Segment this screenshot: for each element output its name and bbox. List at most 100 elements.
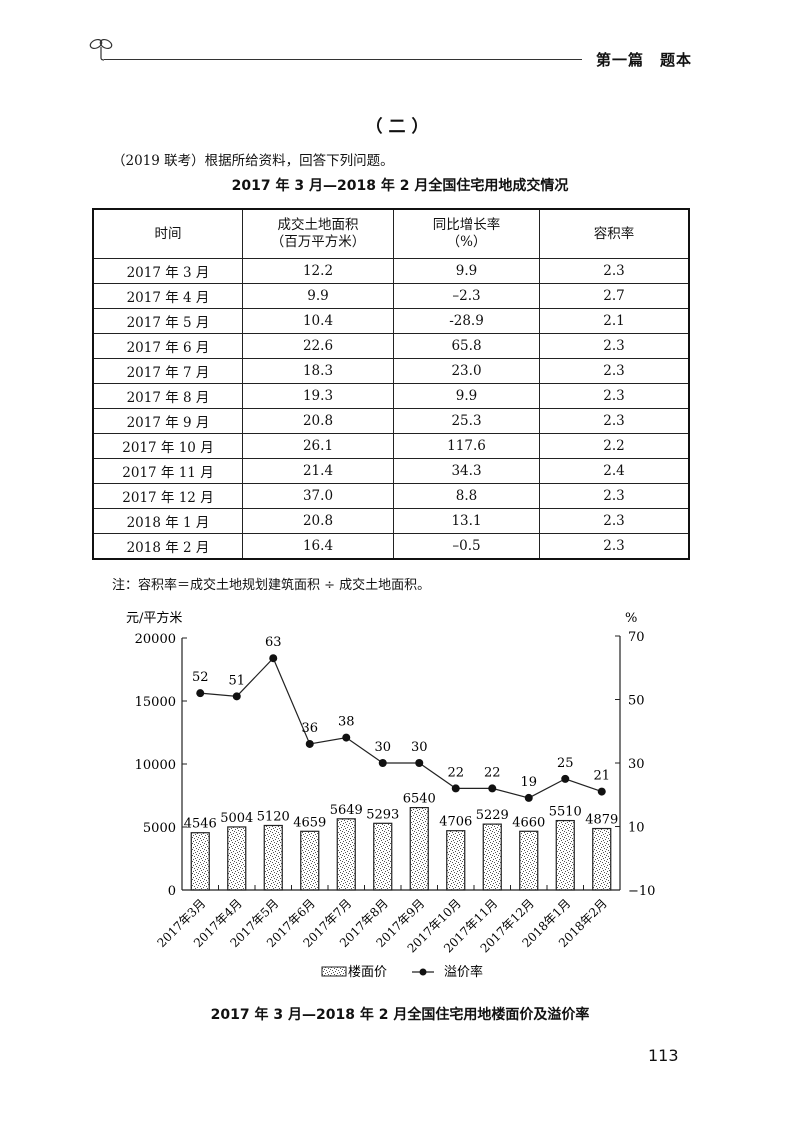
right-tick-label: 10: [628, 821, 645, 836]
bar-floor-price: [336, 818, 356, 891]
line-value-label: 36: [301, 721, 318, 736]
cell-growth: 23.0: [393, 358, 540, 384]
cell-growth: 9.9: [393, 383, 540, 409]
cell-time: 2017 年 4 月: [92, 283, 243, 309]
page-number: 113: [648, 1046, 679, 1065]
cell-plot-ratio: 2.3: [539, 408, 690, 434]
cell-growth: 34.3: [393, 458, 540, 484]
cell-time: 2017 年 5 月: [92, 308, 243, 334]
line-value-label: 25: [557, 756, 574, 771]
line-value-label: 22: [447, 765, 464, 780]
cell-area: 18.3: [242, 358, 394, 384]
line-point: [269, 654, 278, 663]
bar-floor-price: [227, 826, 247, 891]
table-note: 注：容积率＝成交土地规划建筑面积 ÷ 成交土地面积。: [112, 578, 431, 593]
header-rule: [104, 59, 582, 60]
cell-time: 2017 年 11 月: [92, 458, 243, 484]
line-value-label: 30: [374, 740, 391, 755]
col-header-plot-ratio: 容积率: [539, 208, 690, 259]
bar-value-label: 4660: [512, 815, 545, 830]
line-value-label: 51: [228, 673, 245, 688]
right-tick-label: 50: [628, 694, 645, 709]
bar-floor-price: [592, 827, 612, 891]
cell-time: 2017 年 12 月: [92, 483, 243, 509]
cell-growth: 9.9: [393, 258, 540, 284]
table-row: 2017 年 8 月 19.3 9.9 2.3: [92, 383, 690, 409]
table-row: 2017 年 3 月 12.2 9.9 2.3: [92, 258, 690, 284]
cell-plot-ratio: 2.3: [539, 258, 690, 284]
right-axis-label: %: [625, 611, 637, 626]
line-point: [488, 784, 497, 793]
line-value-label: 63: [265, 635, 282, 650]
table-row: 2017 年 5 月 10.4 -28.9 2.1: [92, 308, 690, 334]
cell-area: 10.4: [242, 308, 394, 334]
table-row: 2018 年 1 月 20.8 13.1 2.3: [92, 508, 690, 534]
bar-value-label: 4546: [184, 817, 217, 832]
sprout-icon: [86, 36, 116, 68]
col-header-time: 时间: [92, 208, 243, 259]
cell-growth: –2.3: [393, 283, 540, 309]
col-header-area: 成交土地面积 （百万平方米）: [242, 208, 394, 259]
cell-area: 20.8: [242, 408, 394, 434]
cell-plot-ratio: 2.4: [539, 458, 690, 484]
left-tick-label: 5000: [143, 821, 176, 836]
table-row: 2017 年 9 月 20.8 25.3 2.3: [92, 408, 690, 434]
cell-growth: 8.8: [393, 483, 540, 509]
bar-value-label: 6540: [403, 792, 436, 807]
line-value-label: 52: [192, 670, 209, 685]
cell-area: 37.0: [242, 483, 394, 509]
table-row: 2017 年 7 月 18.3 23.0 2.3: [92, 358, 690, 384]
cell-plot-ratio: 2.3: [539, 508, 690, 534]
cell-area: 19.3: [242, 383, 394, 409]
right-tick-label: 70: [628, 630, 645, 645]
land-transaction-table: 时间 成交土地面积 （百万平方米） 同比增长率 （%） 容积率 2017 年 3 月…: [92, 208, 690, 560]
cell-plot-ratio: 2.3: [539, 333, 690, 359]
table-header-row: 时间 成交土地面积 （百万平方米） 同比增长率 （%） 容积率: [92, 208, 690, 259]
cell-area: 9.9: [242, 283, 394, 309]
bar-value-label: 5510: [549, 805, 582, 820]
right-tick-label: −10: [628, 884, 655, 899]
left-axis-label: 元/平方米: [126, 610, 182, 626]
cell-time: 2017 年 9 月: [92, 408, 243, 434]
table-row: 2017 年 6 月 22.6 65.8 2.3: [92, 333, 690, 359]
cell-area: 22.6: [242, 333, 394, 359]
table-row: 2017 年 12 月 37.0 8.8 2.3: [92, 483, 690, 509]
cell-plot-ratio: 2.7: [539, 283, 690, 309]
cell-time: 2018 年 1 月: [92, 508, 243, 534]
bar-value-label: 5120: [257, 809, 290, 824]
bar-floor-price: [409, 806, 429, 891]
bar-value-label: 4659: [293, 815, 326, 830]
legend-bar-swatch: [321, 966, 347, 977]
cell-area: 12.2: [242, 258, 394, 284]
cell-area: 21.4: [242, 458, 394, 484]
line-point: [561, 774, 570, 783]
legend-line-marker: [419, 968, 427, 976]
cell-area: 20.8: [242, 508, 394, 534]
line-point: [597, 787, 606, 796]
line-point: [451, 784, 460, 793]
cell-plot-ratio: 2.3: [539, 533, 690, 560]
bar-value-label: 5004: [220, 811, 253, 826]
bar-floor-price: [555, 819, 575, 891]
cell-time: 2017 年 6 月: [92, 333, 243, 359]
left-tick-label: 0: [168, 884, 176, 899]
col-header-growth: 同比增长率 （%）: [393, 208, 540, 259]
cell-time: 2017 年 7 月: [92, 358, 243, 384]
bar-floor-price: [300, 830, 320, 891]
bar-value-label: 4706: [439, 815, 472, 830]
right-tick-label: 30: [628, 757, 645, 772]
line-point: [232, 692, 241, 701]
bar-floor-price: [446, 830, 466, 891]
cell-area: 26.1: [242, 433, 394, 459]
line-point: [524, 793, 533, 802]
cell-growth: 117.6: [393, 433, 540, 459]
price-premium-chart: 元/平方米 % 0 5000 10000 15000 20000 −10 10 30 50 70 454…: [126, 610, 655, 980]
section-title: （二）: [365, 117, 435, 137]
cell-plot-ratio: 2.2: [539, 433, 690, 459]
cell-time: 2017 年 10 月: [92, 433, 243, 459]
cell-plot-ratio: 2.3: [539, 383, 690, 409]
cell-growth: 25.3: [393, 408, 540, 434]
cell-time: 2017 年 3 月: [92, 258, 243, 284]
line-point: [196, 689, 205, 698]
table-row: 2017 年 11 月 21.4 34.3 2.4: [92, 458, 690, 484]
